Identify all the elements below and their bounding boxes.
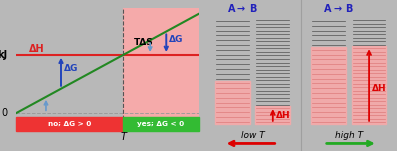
Text: →: → [333,4,341,14]
Bar [352,46,386,124]
Text: low T: low T [241,131,264,140]
Text: T: T [120,132,126,142]
Bar [123,8,198,131]
Text: A: A [324,4,331,14]
Bar [256,106,290,124]
Text: B: B [345,4,353,14]
Text: 0: 0 [1,108,7,118]
Text: ΔH: ΔH [29,44,44,54]
Text: yes; ΔG < 0: yes; ΔG < 0 [137,121,185,127]
Bar [311,47,346,124]
Text: B: B [249,4,256,14]
Text: kJ: kJ [0,50,7,60]
Text: high T: high T [335,131,363,140]
Text: ΔG: ΔG [169,35,183,44]
Text: →: → [237,4,245,14]
Text: no; ΔG > 0: no; ΔG > 0 [48,121,91,127]
Bar [215,81,250,124]
Text: ΔH: ΔH [276,111,290,120]
Text: A: A [227,4,235,14]
Bar [16,117,123,131]
Text: ΔH: ΔH [372,84,387,93]
Text: TΔS: TΔS [134,38,154,47]
Bar [123,117,198,131]
Text: ΔG: ΔG [64,64,78,73]
